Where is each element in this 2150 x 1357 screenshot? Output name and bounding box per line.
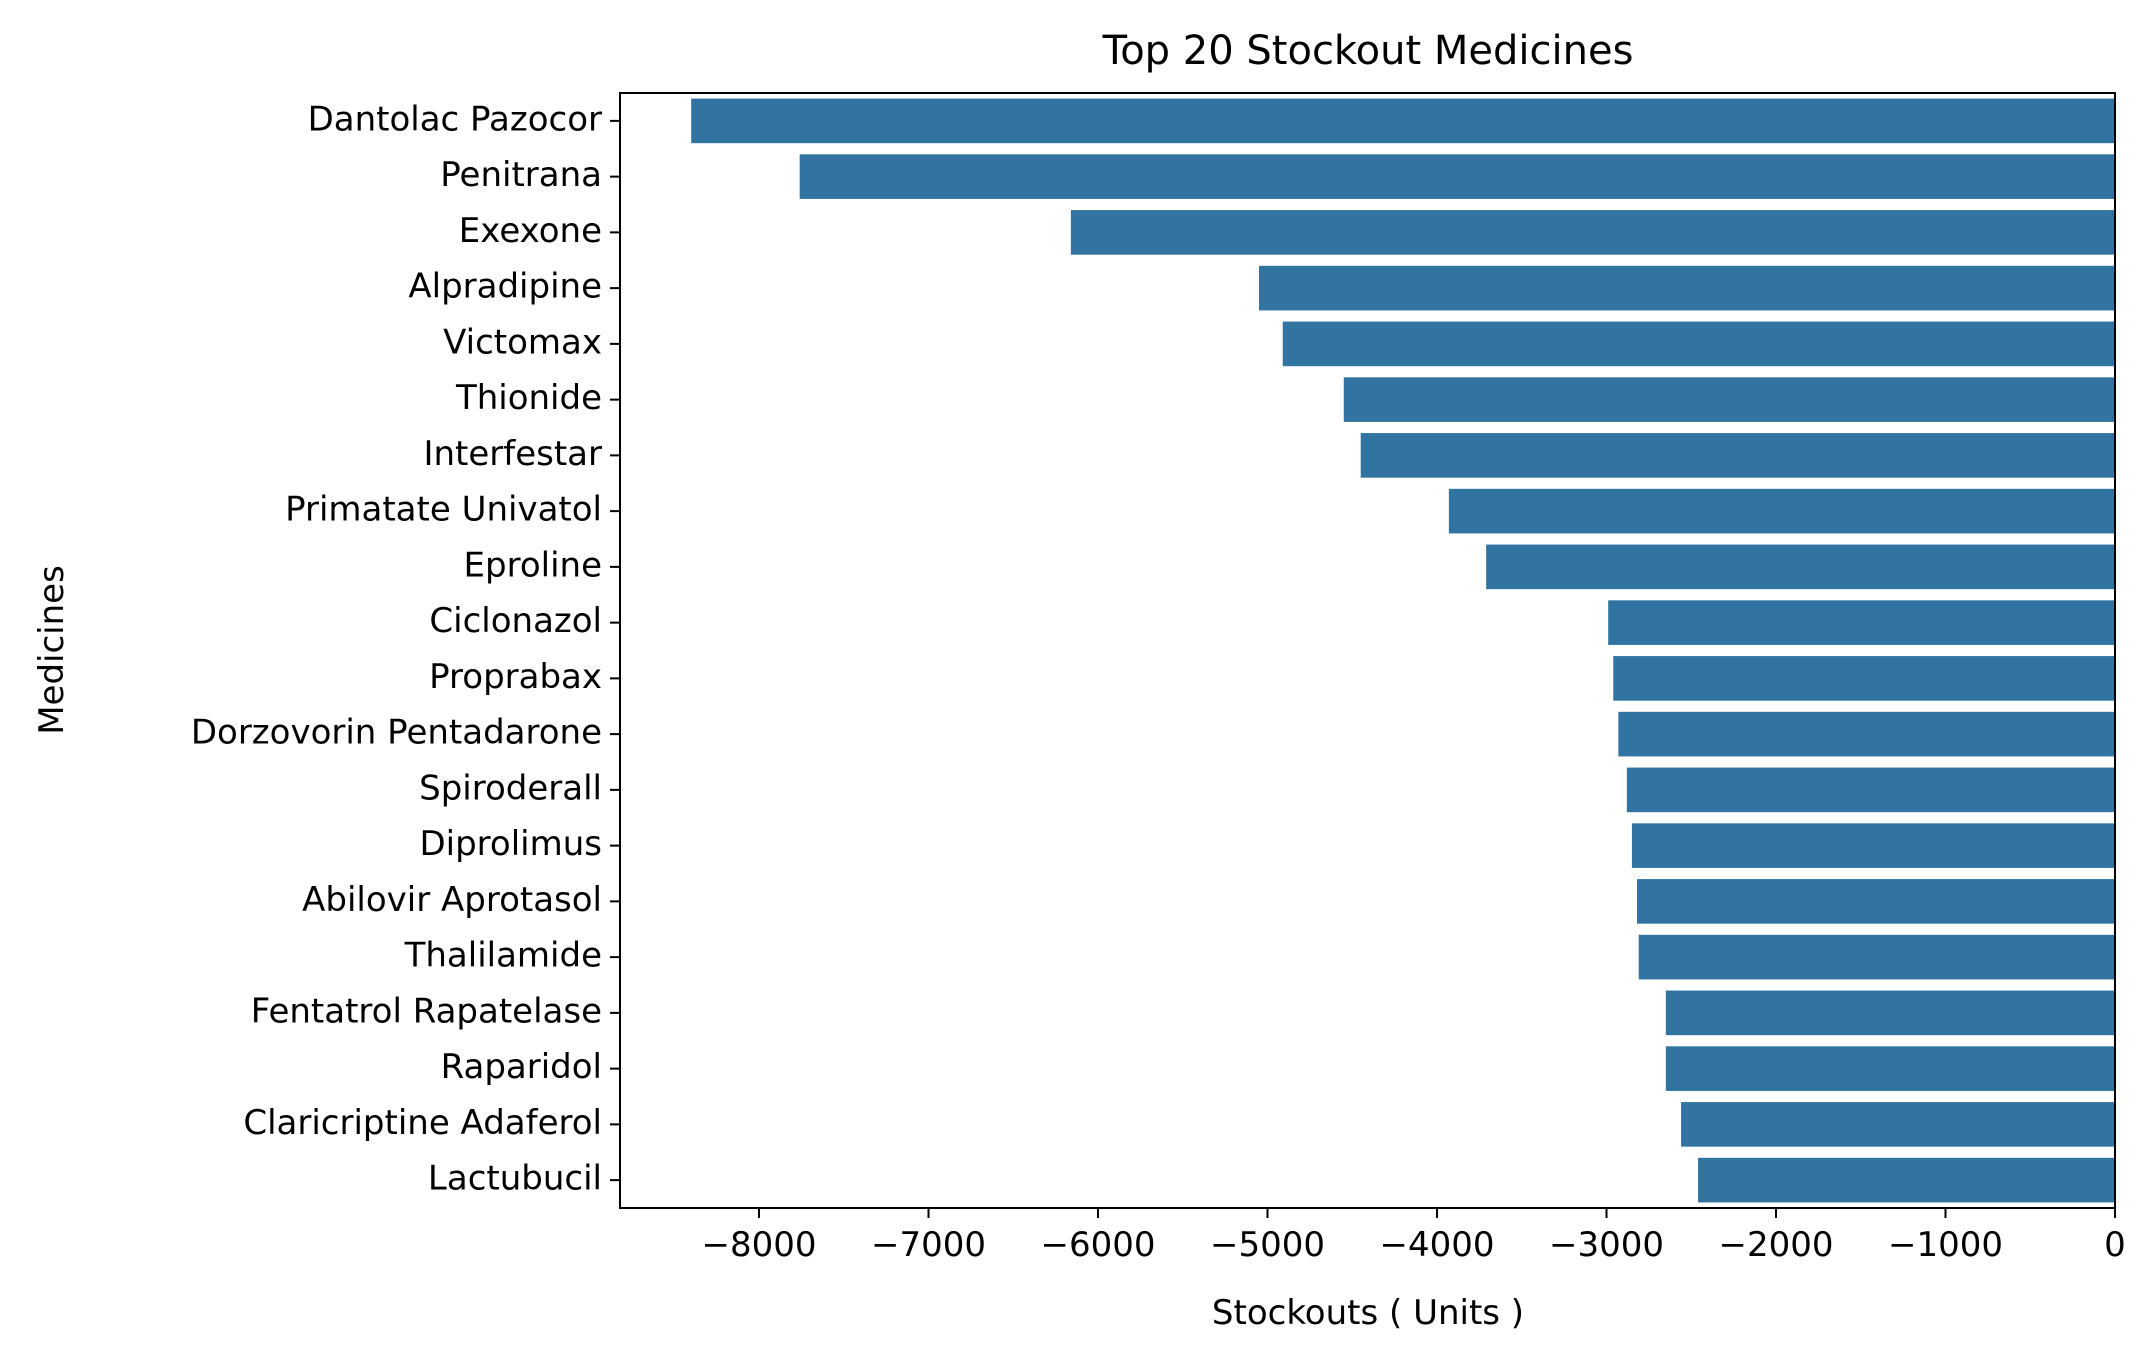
bar-4 bbox=[1282, 321, 2115, 367]
category-label-17: Raparidol bbox=[441, 1047, 602, 1087]
bar-8 bbox=[1486, 544, 2115, 590]
category-label-10: Proprabax bbox=[429, 657, 602, 697]
bar-18 bbox=[1681, 1102, 2115, 1147]
category-label-8: Eproline bbox=[464, 545, 602, 585]
category-label-2: Exexone bbox=[459, 211, 602, 251]
category-label-19: Lactubucil bbox=[428, 1159, 602, 1199]
bar-10 bbox=[1613, 656, 2115, 701]
x-tick-label-8: 0 bbox=[2104, 1225, 2126, 1265]
x-tick-label-3: −5000 bbox=[1210, 1225, 1325, 1265]
plot-frame bbox=[619, 92, 2116, 1209]
category-label-15: Thalilamide bbox=[404, 936, 602, 976]
category-label-11: Dorzovorin Pentadarone bbox=[191, 713, 602, 753]
category-label-5: Thionide bbox=[455, 378, 602, 418]
bar-0 bbox=[691, 98, 2116, 144]
bar-13 bbox=[1631, 823, 2115, 868]
category-label-4: Victomax bbox=[443, 322, 602, 362]
bar-5 bbox=[1343, 377, 2115, 422]
bar-11 bbox=[1618, 711, 2115, 757]
bar-19 bbox=[1698, 1157, 2115, 1203]
category-label-16: Fentatrol Rapatelase bbox=[251, 991, 602, 1031]
x-tick-label-0: −8000 bbox=[701, 1225, 816, 1265]
bar-17 bbox=[1665, 1046, 2115, 1091]
category-label-0: Dantolac Pazocor bbox=[308, 99, 602, 139]
category-label-12: Spiroderall bbox=[419, 768, 602, 808]
bar-15 bbox=[1638, 934, 2115, 980]
x-tick-label-7: −1000 bbox=[1888, 1225, 2003, 1265]
x-tick-label-1: −7000 bbox=[871, 1225, 986, 1265]
bar-9 bbox=[1608, 600, 2115, 645]
x-axis-title: Stockouts ( Units ) bbox=[1212, 1293, 1524, 1333]
category-label-14: Abilovir Aprotasol bbox=[302, 880, 602, 920]
category-label-7: Primatate Univatol bbox=[285, 490, 602, 530]
category-label-3: Alpradipine bbox=[408, 267, 602, 307]
bars-group bbox=[691, 98, 2116, 1203]
bar-16 bbox=[1665, 990, 2115, 1036]
x-tick-label-5: −3000 bbox=[1549, 1225, 1664, 1265]
bar-6 bbox=[1360, 433, 2115, 478]
category-label-6: Interfestar bbox=[423, 434, 602, 474]
bar-1 bbox=[799, 154, 2116, 199]
category-label-9: Ciclonazol bbox=[429, 601, 602, 641]
y-axis-title: Medicines bbox=[32, 565, 72, 735]
bar-12 bbox=[1626, 767, 2115, 813]
x-tick-label-2: −6000 bbox=[1040, 1225, 1155, 1265]
bar-2 bbox=[1070, 210, 2115, 255]
chart-title: Top 20 Stockout Medicines bbox=[1102, 28, 1634, 74]
x-axis-ticks: −8000 −7000 −6000 −5000 −4000 −3000 −2000 −1000… bbox=[701, 1208, 2126, 1265]
bar-14 bbox=[1637, 879, 2115, 924]
category-label-1: Penitrana bbox=[440, 155, 602, 195]
bar-3 bbox=[1259, 265, 2115, 311]
category-label-18: Claricriptine Adaferol bbox=[243, 1103, 602, 1143]
category-label-13: Diprolimus bbox=[419, 824, 602, 864]
category-labels: Dantolac Pazocor Penitrana Exexone Alpradip… bbox=[191, 99, 620, 1199]
bar-7 bbox=[1448, 488, 2115, 534]
x-tick-label-6: −2000 bbox=[1718, 1225, 1833, 1265]
x-tick-label-4: −4000 bbox=[1379, 1225, 1494, 1265]
